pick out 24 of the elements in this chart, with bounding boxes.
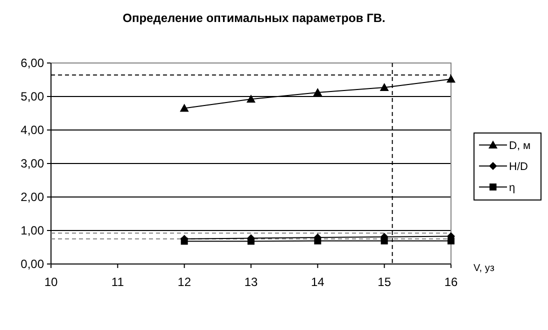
legend-label: H/D [509,161,528,173]
x-tick-label: 12 [178,275,192,289]
legend-label: η [509,182,516,194]
y-tick-label: 2,00 [20,190,44,204]
y-tick-label: 4,00 [20,123,44,137]
x-axis-title: V, уз [474,263,495,274]
y-tick-label: 6,00 [20,56,44,70]
x-tick-label: 11 [111,275,124,289]
x-tick-label: 15 [378,275,392,289]
y-tick-label: 0,00 [20,257,44,271]
point [446,74,456,83]
y-tick-label: 5,00 [20,90,44,104]
point [313,88,322,96]
point [380,82,389,91]
x-tick-label: 16 [444,275,458,289]
x-tick-label: 13 [244,275,258,289]
x-tick-label: 10 [44,275,58,289]
point [180,104,189,112]
y-tick-label: 3,00 [20,156,44,170]
legend-label: D, м [509,140,531,152]
point [246,94,256,103]
y-tick-label: 1,00 [20,224,44,238]
chart-title: Определение оптимальных параметров ГВ. [122,11,386,25]
x-tick-label: 14 [310,275,325,289]
